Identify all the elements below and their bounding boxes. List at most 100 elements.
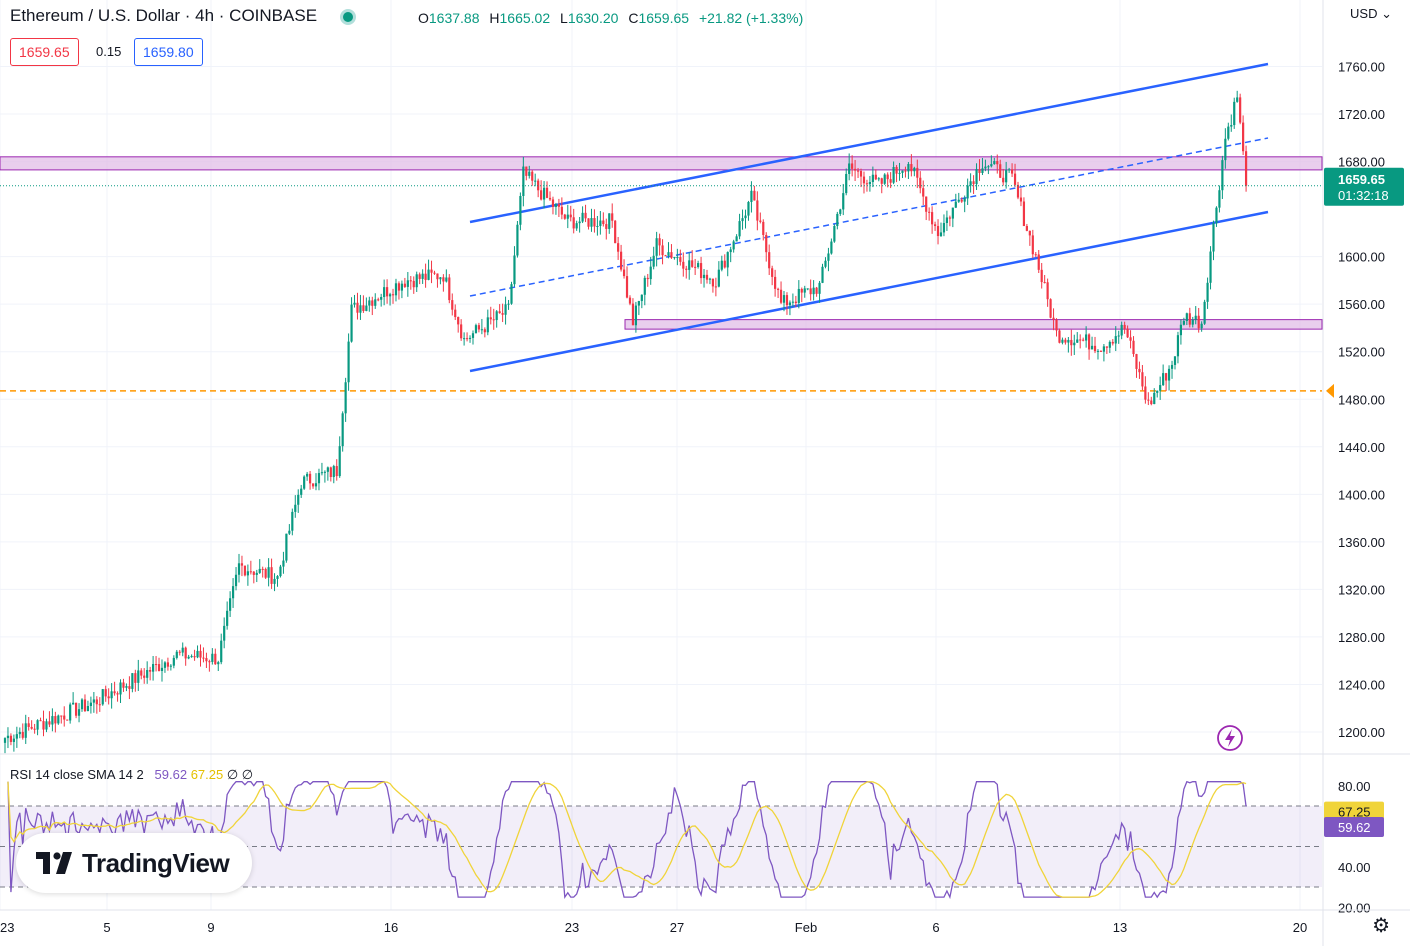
buy-price-button[interactable]: 1659.80 xyxy=(134,38,203,66)
candle-body xyxy=(540,190,543,200)
candle xyxy=(1117,330,1120,344)
sell-price-button[interactable]: 1659.65 xyxy=(10,38,79,66)
candle xyxy=(1028,230,1031,246)
candle xyxy=(1055,318,1058,337)
candle xyxy=(628,295,632,306)
candle-body xyxy=(1132,340,1135,355)
candle xyxy=(827,247,830,272)
candle-body xyxy=(996,161,999,165)
candle-body xyxy=(311,483,315,487)
candle-body xyxy=(931,212,934,225)
candle-body xyxy=(30,726,33,729)
candle xyxy=(317,468,321,491)
candle-body xyxy=(768,252,771,269)
currency-selector[interactable]: USD ⌄ xyxy=(1350,6,1392,22)
gear-icon[interactable]: ⚙ xyxy=(1372,915,1390,937)
candle xyxy=(865,179,869,192)
candle-body xyxy=(608,213,611,229)
candle xyxy=(21,723,24,740)
candle xyxy=(631,298,635,326)
candle-body xyxy=(1111,341,1114,344)
resistance-zone xyxy=(0,156,1323,171)
low-value: 1630.20 xyxy=(567,10,619,26)
candle xyxy=(584,204,587,223)
candle-body xyxy=(169,665,172,667)
candle-body xyxy=(1093,345,1097,352)
candle-body xyxy=(110,691,113,699)
candle-body xyxy=(1005,170,1008,183)
candle xyxy=(1144,376,1147,404)
candle-body xyxy=(818,282,821,294)
candle-body xyxy=(1176,335,1180,357)
candle xyxy=(794,295,797,307)
candle xyxy=(377,297,380,302)
candle-body xyxy=(113,691,116,694)
candle xyxy=(836,211,839,230)
candle xyxy=(735,234,738,242)
candle xyxy=(335,459,338,481)
candle xyxy=(886,172,889,188)
candle xyxy=(1182,317,1185,326)
candle xyxy=(981,157,984,176)
candle-body xyxy=(865,183,869,185)
candle xyxy=(1040,263,1043,289)
candle xyxy=(184,646,187,666)
rsi-legend[interactable]: RSI 14 close SMA 14 2 59.62 67.25 ∅ ∅ xyxy=(10,767,253,783)
candle-body xyxy=(522,166,525,197)
candle-body xyxy=(9,735,13,742)
last-price-value: 1659.65 xyxy=(1338,172,1385,187)
candle xyxy=(1123,321,1126,334)
price-axis-tick: 1600.00 xyxy=(1338,250,1385,265)
symbol-header[interactable]: Ethereum / U.S. Dollar · 4h · COINBASE xyxy=(10,6,370,26)
candle-body xyxy=(231,586,235,599)
candle xyxy=(913,166,916,177)
low-key: L xyxy=(560,10,568,26)
candle xyxy=(1206,277,1209,309)
candle xyxy=(1141,365,1144,391)
candle-body xyxy=(1123,324,1126,329)
candle xyxy=(498,304,501,314)
candle-body xyxy=(1087,334,1091,350)
candle xyxy=(673,256,676,260)
candle xyxy=(282,551,285,574)
candle xyxy=(614,219,617,244)
candle xyxy=(39,717,42,722)
close-value: 1659.65 xyxy=(638,10,690,26)
candle-body xyxy=(614,220,617,244)
candle xyxy=(1010,163,1014,178)
candle xyxy=(1129,330,1132,349)
candle-body xyxy=(587,218,590,227)
bar-countdown: 01:32:18 xyxy=(1338,188,1389,203)
candle-body xyxy=(785,295,789,306)
candle xyxy=(223,617,226,649)
candle-body xyxy=(86,706,90,712)
candle xyxy=(353,294,356,308)
candle xyxy=(98,697,101,712)
candle-body xyxy=(214,653,217,665)
candle xyxy=(705,269,709,284)
candle xyxy=(771,265,774,286)
candle-body xyxy=(1079,339,1082,341)
candle xyxy=(868,176,872,192)
tradingview-logo[interactable]: TradingView xyxy=(16,833,252,893)
candle xyxy=(300,484,303,498)
channel-mid-line xyxy=(469,137,1269,297)
candle xyxy=(332,464,335,484)
candle-body xyxy=(320,472,324,474)
candle-body xyxy=(883,174,886,184)
candle xyxy=(101,688,104,706)
candle xyxy=(172,655,175,669)
candle-body xyxy=(160,667,164,671)
candle-body xyxy=(537,180,540,191)
candle-body xyxy=(125,686,128,688)
candle xyxy=(264,567,267,580)
candle-body xyxy=(1165,373,1168,381)
candle xyxy=(525,166,528,181)
candle xyxy=(430,260,433,284)
candle-body xyxy=(925,196,928,212)
candle xyxy=(152,656,155,681)
candle-body xyxy=(80,699,84,710)
candle-body xyxy=(495,311,498,321)
candle xyxy=(1076,332,1079,343)
